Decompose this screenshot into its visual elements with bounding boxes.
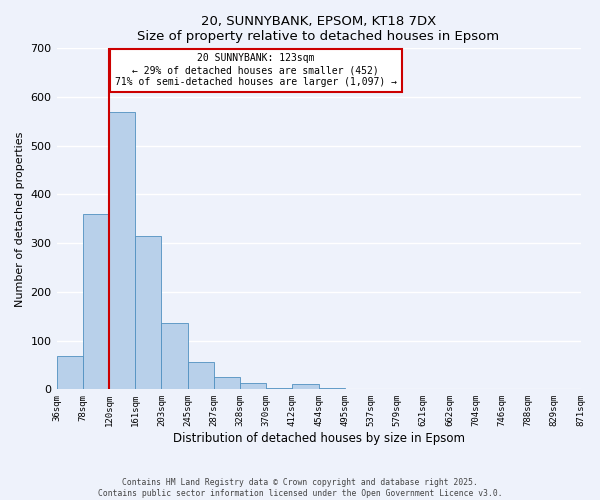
Bar xyxy=(83,214,109,390)
Text: 20 SUNNYBANK: 123sqm
← 29% of detached houses are smaller (452)
71% of semi-deta: 20 SUNNYBANK: 123sqm ← 29% of detached h… xyxy=(115,54,397,86)
Bar xyxy=(161,322,188,390)
Bar xyxy=(135,236,161,390)
Bar xyxy=(56,356,83,390)
Text: Contains HM Land Registry data © Crown copyright and database right 2025.
Contai: Contains HM Land Registry data © Crown c… xyxy=(98,478,502,498)
Bar xyxy=(292,384,319,390)
Bar xyxy=(109,112,135,390)
X-axis label: Distribution of detached houses by size in Epsom: Distribution of detached houses by size … xyxy=(173,432,464,445)
Y-axis label: Number of detached properties: Number of detached properties xyxy=(15,131,25,306)
Title: 20, SUNNYBANK, EPSOM, KT18 7DX
Size of property relative to detached houses in E: 20, SUNNYBANK, EPSOM, KT18 7DX Size of p… xyxy=(137,15,500,43)
Bar xyxy=(214,376,240,390)
Bar xyxy=(188,362,214,390)
Bar xyxy=(266,388,292,390)
Bar xyxy=(319,388,345,390)
Bar xyxy=(240,384,266,390)
